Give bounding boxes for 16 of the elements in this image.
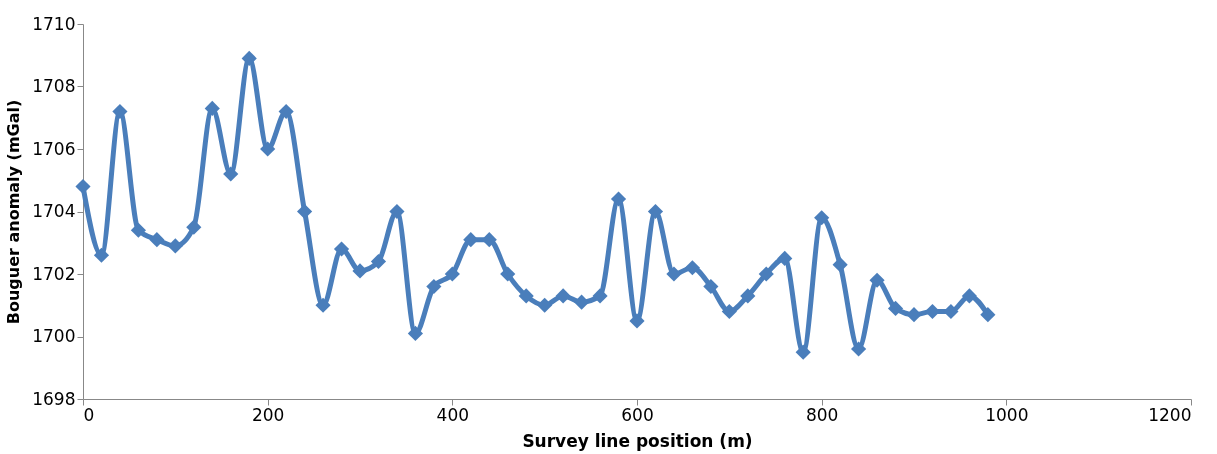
x-tick-label: 600 (621, 404, 654, 425)
y-tick-label: 1698 (32, 388, 76, 409)
x-tick-label: 800 (805, 404, 839, 425)
y-tick-label: 1700 (32, 326, 76, 346)
y-tick-label: 1702 (32, 263, 76, 284)
x-tick-label: 200 (251, 404, 285, 425)
x-tick-label: 1000 (985, 404, 1029, 425)
y-tick-label: 1704 (32, 201, 76, 221)
y-tick-label: 1706 (32, 138, 76, 159)
y-tick-label: 1708 (32, 76, 76, 96)
y-axis-title: Bouguer anomaly (mGal) (4, 99, 24, 325)
x-tick-label: 1200 (1148, 404, 1192, 425)
x-tick-label: 0 (83, 404, 95, 425)
x-axis-title: Survey line position (m) (522, 430, 753, 451)
y-tick-label: 1710 (32, 13, 76, 34)
x-tick-label: 400 (436, 404, 470, 425)
